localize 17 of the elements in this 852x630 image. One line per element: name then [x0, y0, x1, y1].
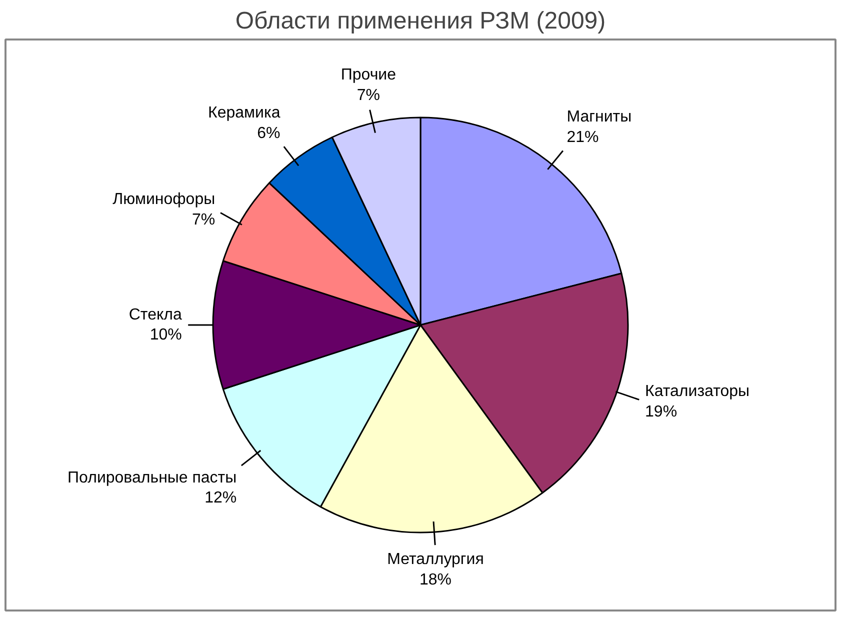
data-label: 7% [356, 87, 380, 104]
data-label: 21% [566, 129, 599, 146]
data-label: 7% [192, 211, 216, 228]
slice-label: Металлургия [387, 550, 484, 568]
chart-title: Области применения РЗМ (2009) [235, 8, 606, 34]
slice-label: Керамика [208, 104, 280, 122]
slice-label: Полировальные пасты [68, 469, 237, 486]
slice-label: Магниты [566, 108, 632, 126]
data-label: 6% [257, 124, 280, 142]
data-label: 12% [204, 490, 237, 507]
slice-label: Прочие [340, 66, 396, 84]
slice-label: Катализаторы [645, 383, 750, 400]
data-label: 18% [419, 571, 452, 588]
slice-label: Стекла [128, 306, 182, 324]
data-label: 19% [645, 403, 678, 420]
slice-label: Люминофоры [112, 191, 216, 208]
data-label: 10% [150, 326, 182, 344]
